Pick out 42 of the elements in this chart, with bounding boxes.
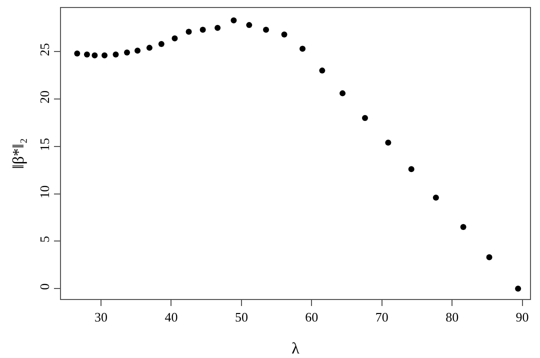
point: [486, 254, 492, 260]
x-axis-title: λ: [292, 340, 300, 358]
point: [460, 224, 466, 230]
point: [134, 48, 141, 54]
x-tick-label: 60: [305, 310, 318, 325]
y-axis-title: ‖β*‖₂: [10, 138, 28, 169]
point: [74, 50, 80, 56]
point: [186, 28, 192, 35]
point: [385, 140, 392, 146]
point: [230, 17, 237, 24]
point: [340, 90, 346, 96]
y-tick-label: 15: [36, 138, 52, 151]
x-tick-label: 30: [94, 310, 108, 325]
point: [246, 22, 252, 28]
point: [200, 26, 206, 33]
point: [158, 41, 164, 48]
x-tick-label: 80: [446, 310, 459, 325]
point: [432, 194, 439, 201]
y-tick-label: 10: [36, 185, 52, 198]
point: [281, 32, 288, 38]
x-tick-label: 90: [516, 310, 529, 325]
y-tick-label: 20: [36, 90, 52, 104]
point: [112, 51, 119, 58]
point: [172, 35, 178, 42]
point: [300, 46, 306, 52]
point: [408, 166, 414, 172]
point: [92, 52, 98, 58]
point: [146, 44, 152, 51]
x-tick-label: 40: [164, 310, 178, 325]
y-tick-label: 25: [36, 43, 52, 56]
point: [263, 26, 270, 33]
y-tick-label: 5: [36, 236, 52, 242]
x-tick-label: 50: [234, 310, 248, 325]
point: [362, 114, 368, 121]
x-tick-label: 70: [375, 310, 388, 325]
point: [102, 52, 108, 58]
point: [515, 286, 522, 292]
y-tick-label: 0: [36, 283, 52, 290]
point: [124, 50, 130, 56]
point: [214, 24, 221, 31]
point: [84, 51, 90, 58]
point: [319, 68, 326, 74]
